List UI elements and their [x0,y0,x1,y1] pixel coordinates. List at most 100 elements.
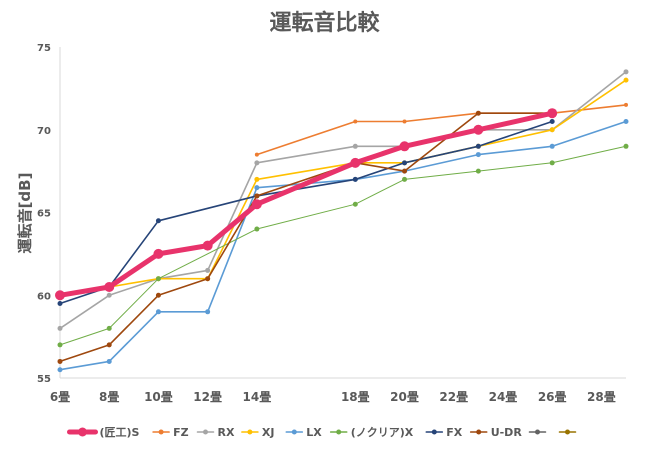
data-point [254,185,260,191]
legend-item: FX [425,426,463,439]
data-point [352,143,358,149]
data-point [57,325,63,331]
legend-label: XJ [262,426,275,439]
data-point [106,292,112,298]
data-point [205,276,211,282]
data-point [623,69,629,75]
data-point [202,240,213,251]
legend-swatch-marker [78,427,87,437]
data-point [352,201,358,207]
series-7 [57,118,555,307]
legend-swatch-marker [247,429,253,435]
x-tick-label: 24畳 [489,390,518,404]
data-point [352,176,358,182]
legend-item: FZ [152,426,189,439]
series-3 [57,69,629,331]
legend-swatch-marker [336,429,342,435]
data-point [205,309,211,315]
legend-item: RX [196,426,235,439]
y-tick-label: 60 [37,291,51,302]
x-tick-label: 28畳 [587,390,616,404]
data-point [475,168,481,174]
legend-label: U-DR [491,426,523,439]
legend: (匠工)S FZ RX XJ LX (ノクリア)X FX U-DR [67,425,577,439]
x-tick-label: 12畳 [193,390,222,404]
data-point [624,102,628,107]
x-tick-label: 26畳 [538,390,567,404]
series-line [59,145,627,346]
legend-label: (ノクリア)X [351,426,414,439]
x-tick-label: 18畳 [341,390,370,404]
series-2 [254,102,628,157]
series-line [59,120,627,371]
x-ticks: 6畳 8畳 10畳 12畳 14畳 18畳 20畳 22畳 24畳 26畳 28畳 [50,390,616,404]
data-point [155,309,161,315]
x-tick-label: 6畳 [50,390,70,404]
data-point [402,176,408,182]
data-point [350,157,361,168]
legend-item: (匠工)S [67,425,140,439]
data-point [547,108,558,119]
data-point [104,281,115,292]
data-point [623,143,629,149]
data-point [153,248,164,259]
data-point [623,77,629,83]
data-point [106,342,112,348]
x-tick-label: 8畳 [99,390,119,404]
legend-swatch-marker [535,429,540,435]
series-line [59,71,627,330]
x-tick-label: 20畳 [390,390,419,404]
data-point [155,218,161,224]
data-point [549,160,555,166]
data-point [57,301,63,307]
data-point [475,143,481,149]
y-tick-label: 55 [37,374,51,385]
legend-item: (ノクリア)X [329,426,414,439]
legend-item: U-DR [469,426,523,439]
legend-swatch-marker [431,429,437,435]
legend-item [528,429,547,435]
series-1 [55,108,558,301]
data-point [106,325,112,331]
legend-swatch-marker [158,429,164,435]
x-tick-label: 14畳 [243,390,272,404]
data-point [402,168,408,174]
data-point [473,124,484,135]
data-point [205,267,211,273]
y-ticks: 55 60 65 70 75 [37,43,51,385]
data-point [475,152,481,158]
data-point [254,152,259,157]
data-point [353,119,358,124]
data-point [57,367,63,373]
legend-swatch-marker [476,429,482,435]
series-line [59,112,554,363]
data-point [623,118,629,124]
data-point [402,119,407,124]
series-group [55,69,629,373]
legend-label: LX [306,426,322,439]
series-line [57,110,555,298]
legend-swatch-marker [203,429,208,435]
legend-item: LX [285,426,322,439]
data-point [254,176,260,182]
data-point [549,143,555,149]
y-tick-label: 65 [37,209,51,220]
data-point [57,358,63,364]
y-tick-label: 70 [37,126,51,137]
data-point [57,342,63,348]
data-point [402,160,408,166]
legend-label: FZ [173,426,189,439]
series-6 [57,143,629,348]
data-point [549,127,555,133]
x-tick-label: 10畳 [144,390,173,404]
series-line [256,104,627,156]
series-8 [57,110,555,364]
data-point [399,141,410,152]
chart-title: 運転音比較 [269,10,380,36]
series-5 [57,118,629,373]
data-point [251,199,262,210]
legend-item [558,429,577,435]
legend-label: RX [218,426,235,439]
y-axis-label: 運転音[dB] [16,173,34,254]
